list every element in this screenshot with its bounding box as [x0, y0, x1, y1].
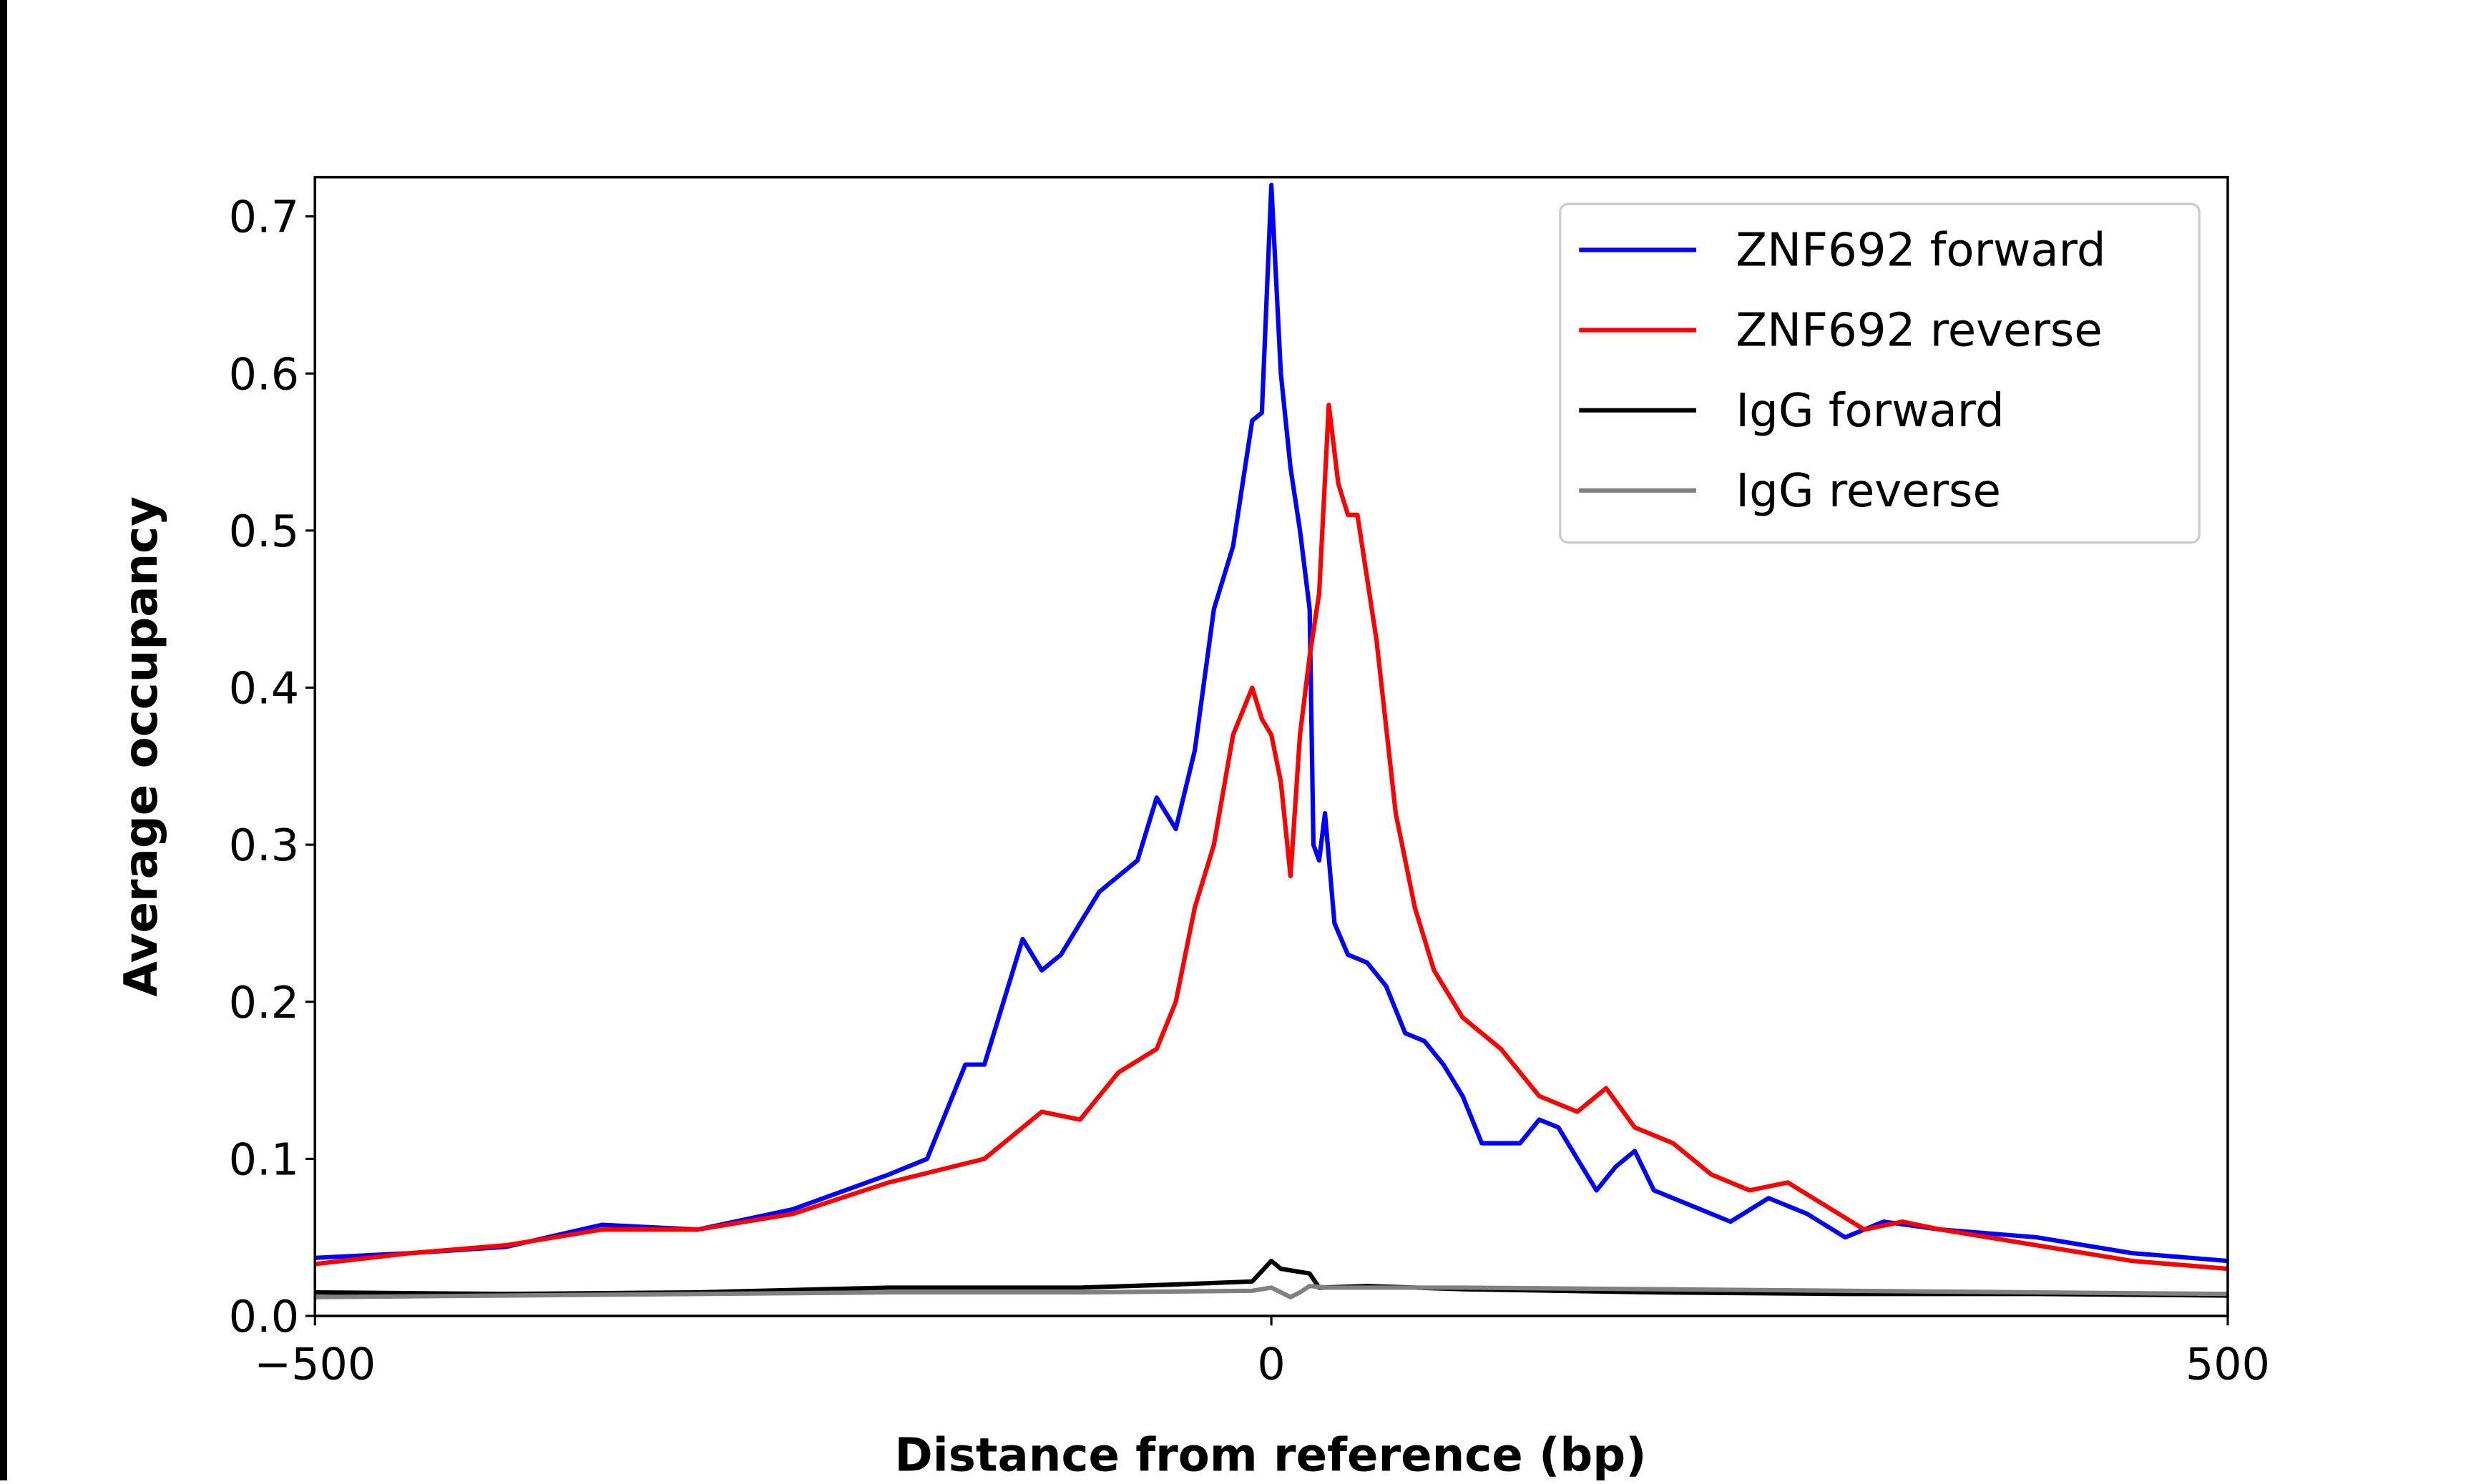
left-border — [0, 0, 7, 1480]
y-tick-label: 0.3 — [229, 820, 299, 871]
y-tick-label: 0.5 — [229, 506, 299, 557]
legend: ZNF692 forward ZNF692 reverse IgG forward I… — [1559, 202, 2201, 544]
y-axis: 0.0 0.1 0.2 0.3 0.4 0.5 0.6 0.7 — [229, 192, 315, 1342]
x-tick-label: 500 — [2186, 1338, 2270, 1390]
x-axis: −500 0 500 — [254, 1316, 2270, 1390]
legend-label: ZNF692 reverse — [1736, 304, 2103, 358]
x-axis-label: Distance from reference (bp) — [895, 1429, 1647, 1480]
y-tick-label: 0.7 — [229, 192, 299, 243]
series-line-igg-reverse — [315, 1284, 2228, 1299]
y-axis-label: Average occupancy — [114, 496, 168, 997]
legend-label: IgG forward — [1736, 384, 2005, 438]
series-line-igg-forward — [315, 1258, 2228, 1298]
x-tick-label: 0 — [1257, 1338, 1285, 1390]
y-tick-label: 0.2 — [229, 977, 299, 1028]
legend-box — [1559, 202, 2201, 544]
series-line-znf692-reverse — [314, 403, 2228, 1272]
y-tick-label: 0.4 — [229, 663, 299, 714]
legend-label: ZNF692 forward — [1736, 224, 2105, 277]
x-tick-label: −500 — [254, 1338, 376, 1390]
legend-label: IgG reverse — [1736, 464, 2001, 518]
y-tick-label: 0.0 — [229, 1291, 299, 1342]
plot-lines — [314, 182, 2228, 1299]
y-tick-label: 0.6 — [229, 348, 299, 400]
y-tick-label: 0.1 — [229, 1134, 299, 1185]
series-line-znf692-forward — [315, 182, 2228, 1264]
